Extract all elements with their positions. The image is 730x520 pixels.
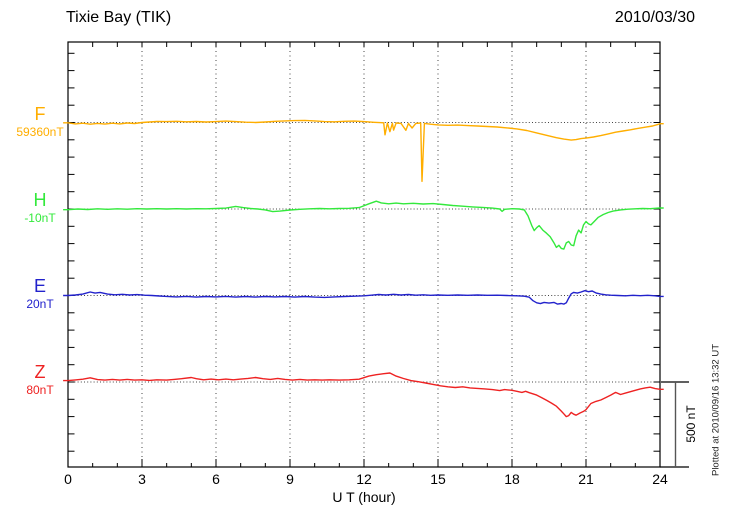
x-tick-label: 21 <box>578 471 594 487</box>
channel-label-z: Z <box>34 362 46 382</box>
trace-z <box>63 372 664 418</box>
plot-date: 2010/03/30 <box>614 9 695 26</box>
station-title: Tixie Bay (TIK) <box>66 9 172 26</box>
channel-block-h: H -10nT <box>0 191 80 224</box>
channel-label-f: F <box>34 104 46 124</box>
channel-block-e: E 20nT <box>0 277 80 310</box>
x-tick-label: 3 <box>138 471 146 487</box>
channel-baseline-f: 59360nT <box>16 125 64 139</box>
plot-timestamp: Plotted at 2010/09/16 13:32 UT <box>710 343 722 477</box>
channel-baseline-h: -10nT <box>24 211 56 225</box>
channel-block-z: Z 80nT <box>0 363 80 396</box>
trace-e <box>63 290 664 305</box>
x-tick-label: 12 <box>356 471 372 487</box>
scale-bar-label: 500 nT <box>684 405 698 443</box>
x-axis-title: U T (hour) <box>332 489 396 505</box>
trace-f <box>63 119 664 183</box>
x-tick-label: 0 <box>64 471 72 487</box>
x-tick-label: 6 <box>212 471 220 487</box>
channel-baseline-e: 20nT <box>26 297 54 311</box>
x-tick-label: 15 <box>430 471 446 487</box>
trace-h <box>63 200 664 250</box>
x-tick-label: 9 <box>286 471 294 487</box>
channel-label-e: E <box>33 276 46 296</box>
x-tick-label: 18 <box>504 471 520 487</box>
channel-baseline-z: 80nT <box>26 383 54 397</box>
channel-label-h: H <box>33 190 47 210</box>
x-tick-label: 24 <box>652 471 668 487</box>
channel-block-f: F 59360nT <box>0 105 80 138</box>
